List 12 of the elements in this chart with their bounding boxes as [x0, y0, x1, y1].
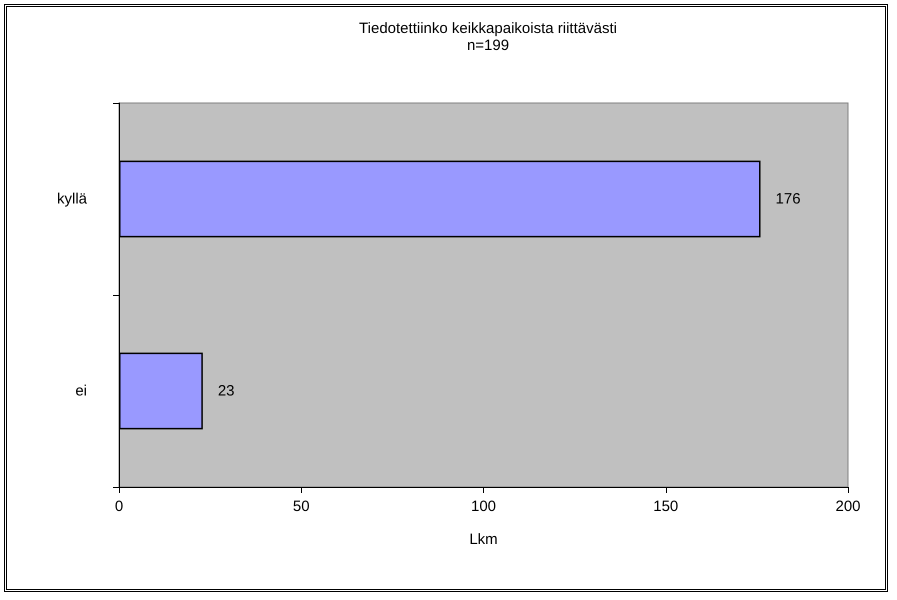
chart-title: Tiedotettiinko keikkapaikoista riittävästi	[359, 20, 617, 37]
y-tick-label: ei	[75, 382, 87, 400]
data-label: 176	[776, 190, 801, 208]
x-axis-title: Lkm	[469, 531, 498, 548]
x-tick-label: 50	[292, 498, 310, 515]
x-tick-label: 0	[114, 498, 124, 515]
x-tick-label: 150	[653, 498, 678, 515]
data-label: 23	[218, 382, 235, 400]
x-tick-label: 200	[835, 498, 861, 515]
y-tick-label: kyllä	[56, 190, 88, 208]
chart-subtitle: n=199	[466, 37, 510, 54]
x-tick-label: 100	[470, 498, 496, 515]
